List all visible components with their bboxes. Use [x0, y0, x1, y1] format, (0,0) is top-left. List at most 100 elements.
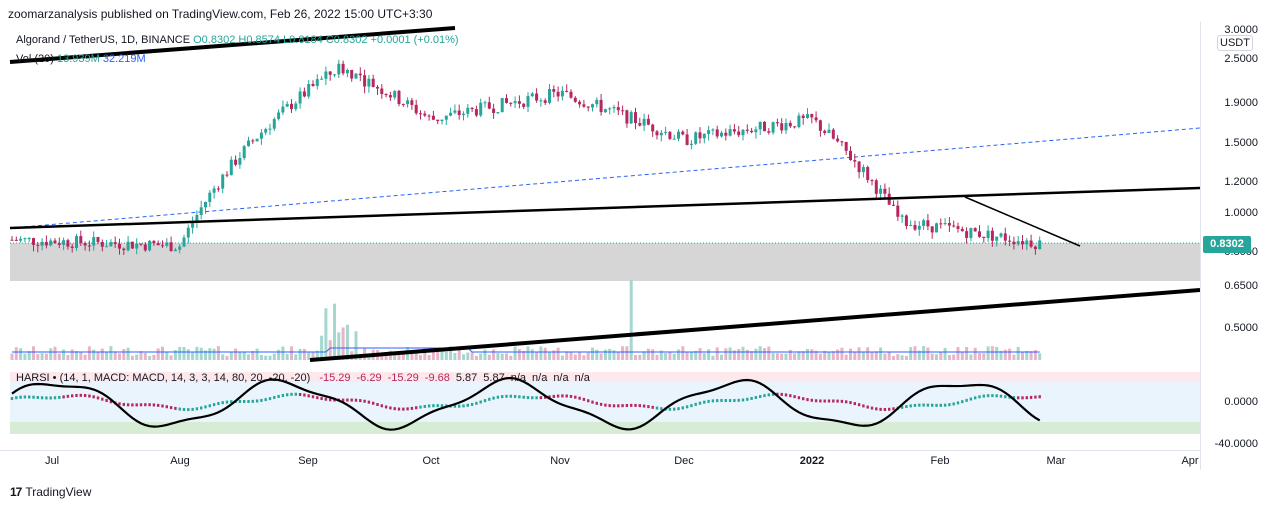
- candle-body: [462, 113, 465, 116]
- harsi-candle: [900, 405, 904, 409]
- candle-body: [229, 159, 233, 176]
- trendline-top[interactable]: [9, 26, 456, 64]
- volume-bar: [1033, 350, 1037, 360]
- harsi-candle: [918, 403, 921, 407]
- volume-bar: [930, 353, 934, 360]
- time-label: Nov: [550, 455, 570, 467]
- candle-body: [363, 75, 367, 87]
- harsi-candle: [273, 396, 276, 400]
- volume-value: 13.939M: [56, 53, 100, 65]
- trendline-mid[interactable]: [9, 186, 1201, 230]
- candle-body: [358, 73, 362, 76]
- candle-body: [376, 86, 379, 89]
- volume-bar: [32, 346, 35, 360]
- candle-body: [268, 128, 272, 130]
- harsi-candle: [217, 402, 220, 406]
- tradingview-logo[interactable]: 17 TradingView: [10, 485, 91, 499]
- trendline-bottom[interactable]: [309, 288, 1201, 362]
- candle-body: [384, 94, 388, 96]
- harsi-candle: [501, 395, 504, 399]
- harsi-candle: [157, 403, 160, 407]
- volume-bar: [840, 347, 844, 360]
- harsi-candle: [49, 396, 52, 400]
- harsi-candle: [638, 404, 641, 408]
- harsi-candle: [814, 399, 818, 403]
- volume-bar: [49, 348, 53, 360]
- candle-body: [978, 231, 981, 237]
- candle-body: [10, 239, 14, 241]
- harsi-value: n/a: [574, 372, 590, 384]
- volume-bar: [870, 352, 874, 360]
- harsi-legend: HARSI • (14, 1, MACD: MACD, 14, 3, 3, 14…: [16, 372, 590, 384]
- volume-bar: [711, 355, 715, 360]
- harsi-candle: [939, 403, 942, 407]
- candle-body: [371, 78, 375, 87]
- volume-bar: [969, 354, 973, 360]
- candle-body: [741, 129, 745, 136]
- harsi-candle: [526, 396, 530, 400]
- volume-bar: [973, 347, 977, 360]
- harsi-candle: [15, 396, 18, 400]
- volume-bar: [1029, 351, 1033, 360]
- harsi-candle: [587, 399, 590, 403]
- volume-bar: [70, 349, 74, 360]
- candle-body: [990, 230, 994, 241]
- price-tick: 1.5000: [1224, 137, 1258, 149]
- harsi-candle: [642, 404, 646, 408]
- candles: [10, 59, 1042, 255]
- volume-bar: [698, 348, 702, 360]
- volume-bar: [530, 349, 534, 360]
- volume-bar: [483, 349, 487, 360]
- harsi-candle: [1029, 395, 1033, 399]
- ohlc-low: L0.8184: [283, 34, 323, 46]
- volume-bar: [823, 350, 827, 360]
- candle-body: [732, 129, 736, 132]
- price-tick: 1.2000: [1224, 176, 1258, 188]
- harsi-candle: [475, 401, 478, 405]
- harsi-candle: [875, 407, 878, 411]
- harsi-candle: [174, 406, 177, 410]
- harsi-candle: [711, 399, 715, 403]
- support-zone: [10, 243, 1200, 281]
- volume-bar: [810, 349, 814, 360]
- harsi-candle: [316, 396, 319, 400]
- candle-body: [814, 117, 818, 121]
- candle-body: [298, 91, 302, 104]
- volume-bar: [419, 354, 422, 360]
- volume-bar: [509, 355, 513, 360]
- harsi-candle: [746, 397, 749, 401]
- candle-body: [629, 112, 633, 124]
- harsi-candle: [225, 400, 229, 404]
- volume-bar: [943, 347, 947, 360]
- volume-bar: [922, 346, 926, 360]
- harsi-candle: [479, 400, 482, 404]
- candle-body: [707, 130, 711, 134]
- harsi-candle: [324, 397, 328, 401]
- harsi-candle: [531, 396, 534, 400]
- harsi-candle: [857, 403, 861, 407]
- volume-bar: [259, 354, 263, 360]
- volume-bar: [401, 352, 405, 360]
- volume-bar: [887, 351, 891, 360]
- harsi-candle: [251, 399, 254, 403]
- candle-body: [350, 69, 354, 79]
- volume-bar: [414, 349, 418, 360]
- harsi-candle: [522, 395, 525, 399]
- harsi-candle: [290, 392, 293, 396]
- candle-body: [672, 138, 676, 140]
- harsi-candle: [320, 397, 323, 401]
- time-axis[interactable]: Jul Aug Sep Oct Nov Dec 2022 Feb Mar Apr: [0, 450, 1200, 472]
- candle-body: [986, 230, 990, 239]
- candle-body: [225, 174, 229, 176]
- trendline-descending[interactable]: [964, 196, 1081, 247]
- volume-bar: [1038, 353, 1042, 360]
- harsi-candle: [892, 407, 895, 411]
- candle-body: [118, 243, 121, 249]
- candle-body: [969, 228, 973, 238]
- chart-area[interactable]: Algorand / TetherUS, 1D, BINANCE O0.8302…: [0, 22, 1201, 470]
- volume-bar: [285, 353, 289, 360]
- currency-button[interactable]: USDT: [1217, 35, 1253, 51]
- volume-bar: [268, 355, 272, 360]
- volume-bar: [427, 354, 431, 360]
- chart-canvas[interactable]: [0, 22, 1201, 470]
